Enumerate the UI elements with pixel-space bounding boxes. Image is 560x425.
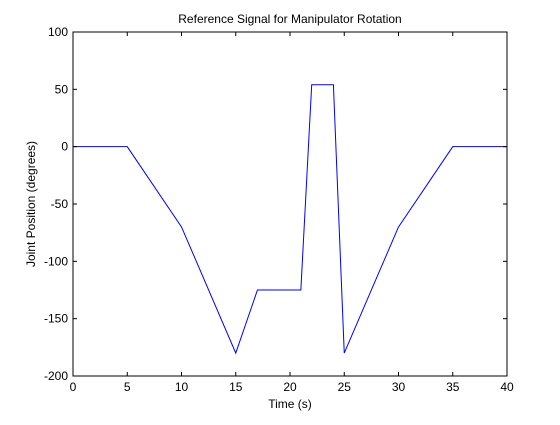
series-line (73, 84, 507, 355)
y-tick-label: -200 (44, 369, 68, 383)
x-tick-label: 0 (70, 380, 77, 394)
y-tick-label: -150 (44, 312, 68, 326)
x-tick-label: 40 (500, 380, 514, 394)
y-axis-ticks: -200 -150 -100 -50 0 50 100 (44, 25, 507, 383)
x-tick-label: 25 (338, 380, 352, 394)
y-tick-label: 0 (61, 140, 68, 154)
x-tick-label: 35 (446, 380, 460, 394)
y-tick-label: 100 (48, 25, 68, 39)
y-axis-label: Joint Position (degrees) (24, 141, 38, 267)
y-tick-label: -50 (51, 197, 69, 211)
chart-title: Reference Signal for Manipulator Rotatio… (178, 12, 401, 26)
x-tick-label: 30 (392, 380, 406, 394)
x-tick-label: 5 (124, 380, 131, 394)
x-tick-label: 20 (283, 380, 297, 394)
x-axis-ticks: 0 5 10 15 20 25 30 35 40 (70, 32, 514, 394)
x-tick-label: 10 (175, 380, 189, 394)
plot-area (73, 32, 507, 376)
x-axis-label: Time (s) (268, 397, 312, 411)
series-layer (73, 84, 507, 355)
x-tick-label: 15 (229, 380, 243, 394)
y-tick-label: 50 (55, 82, 69, 96)
y-tick-label: -100 (44, 254, 68, 268)
